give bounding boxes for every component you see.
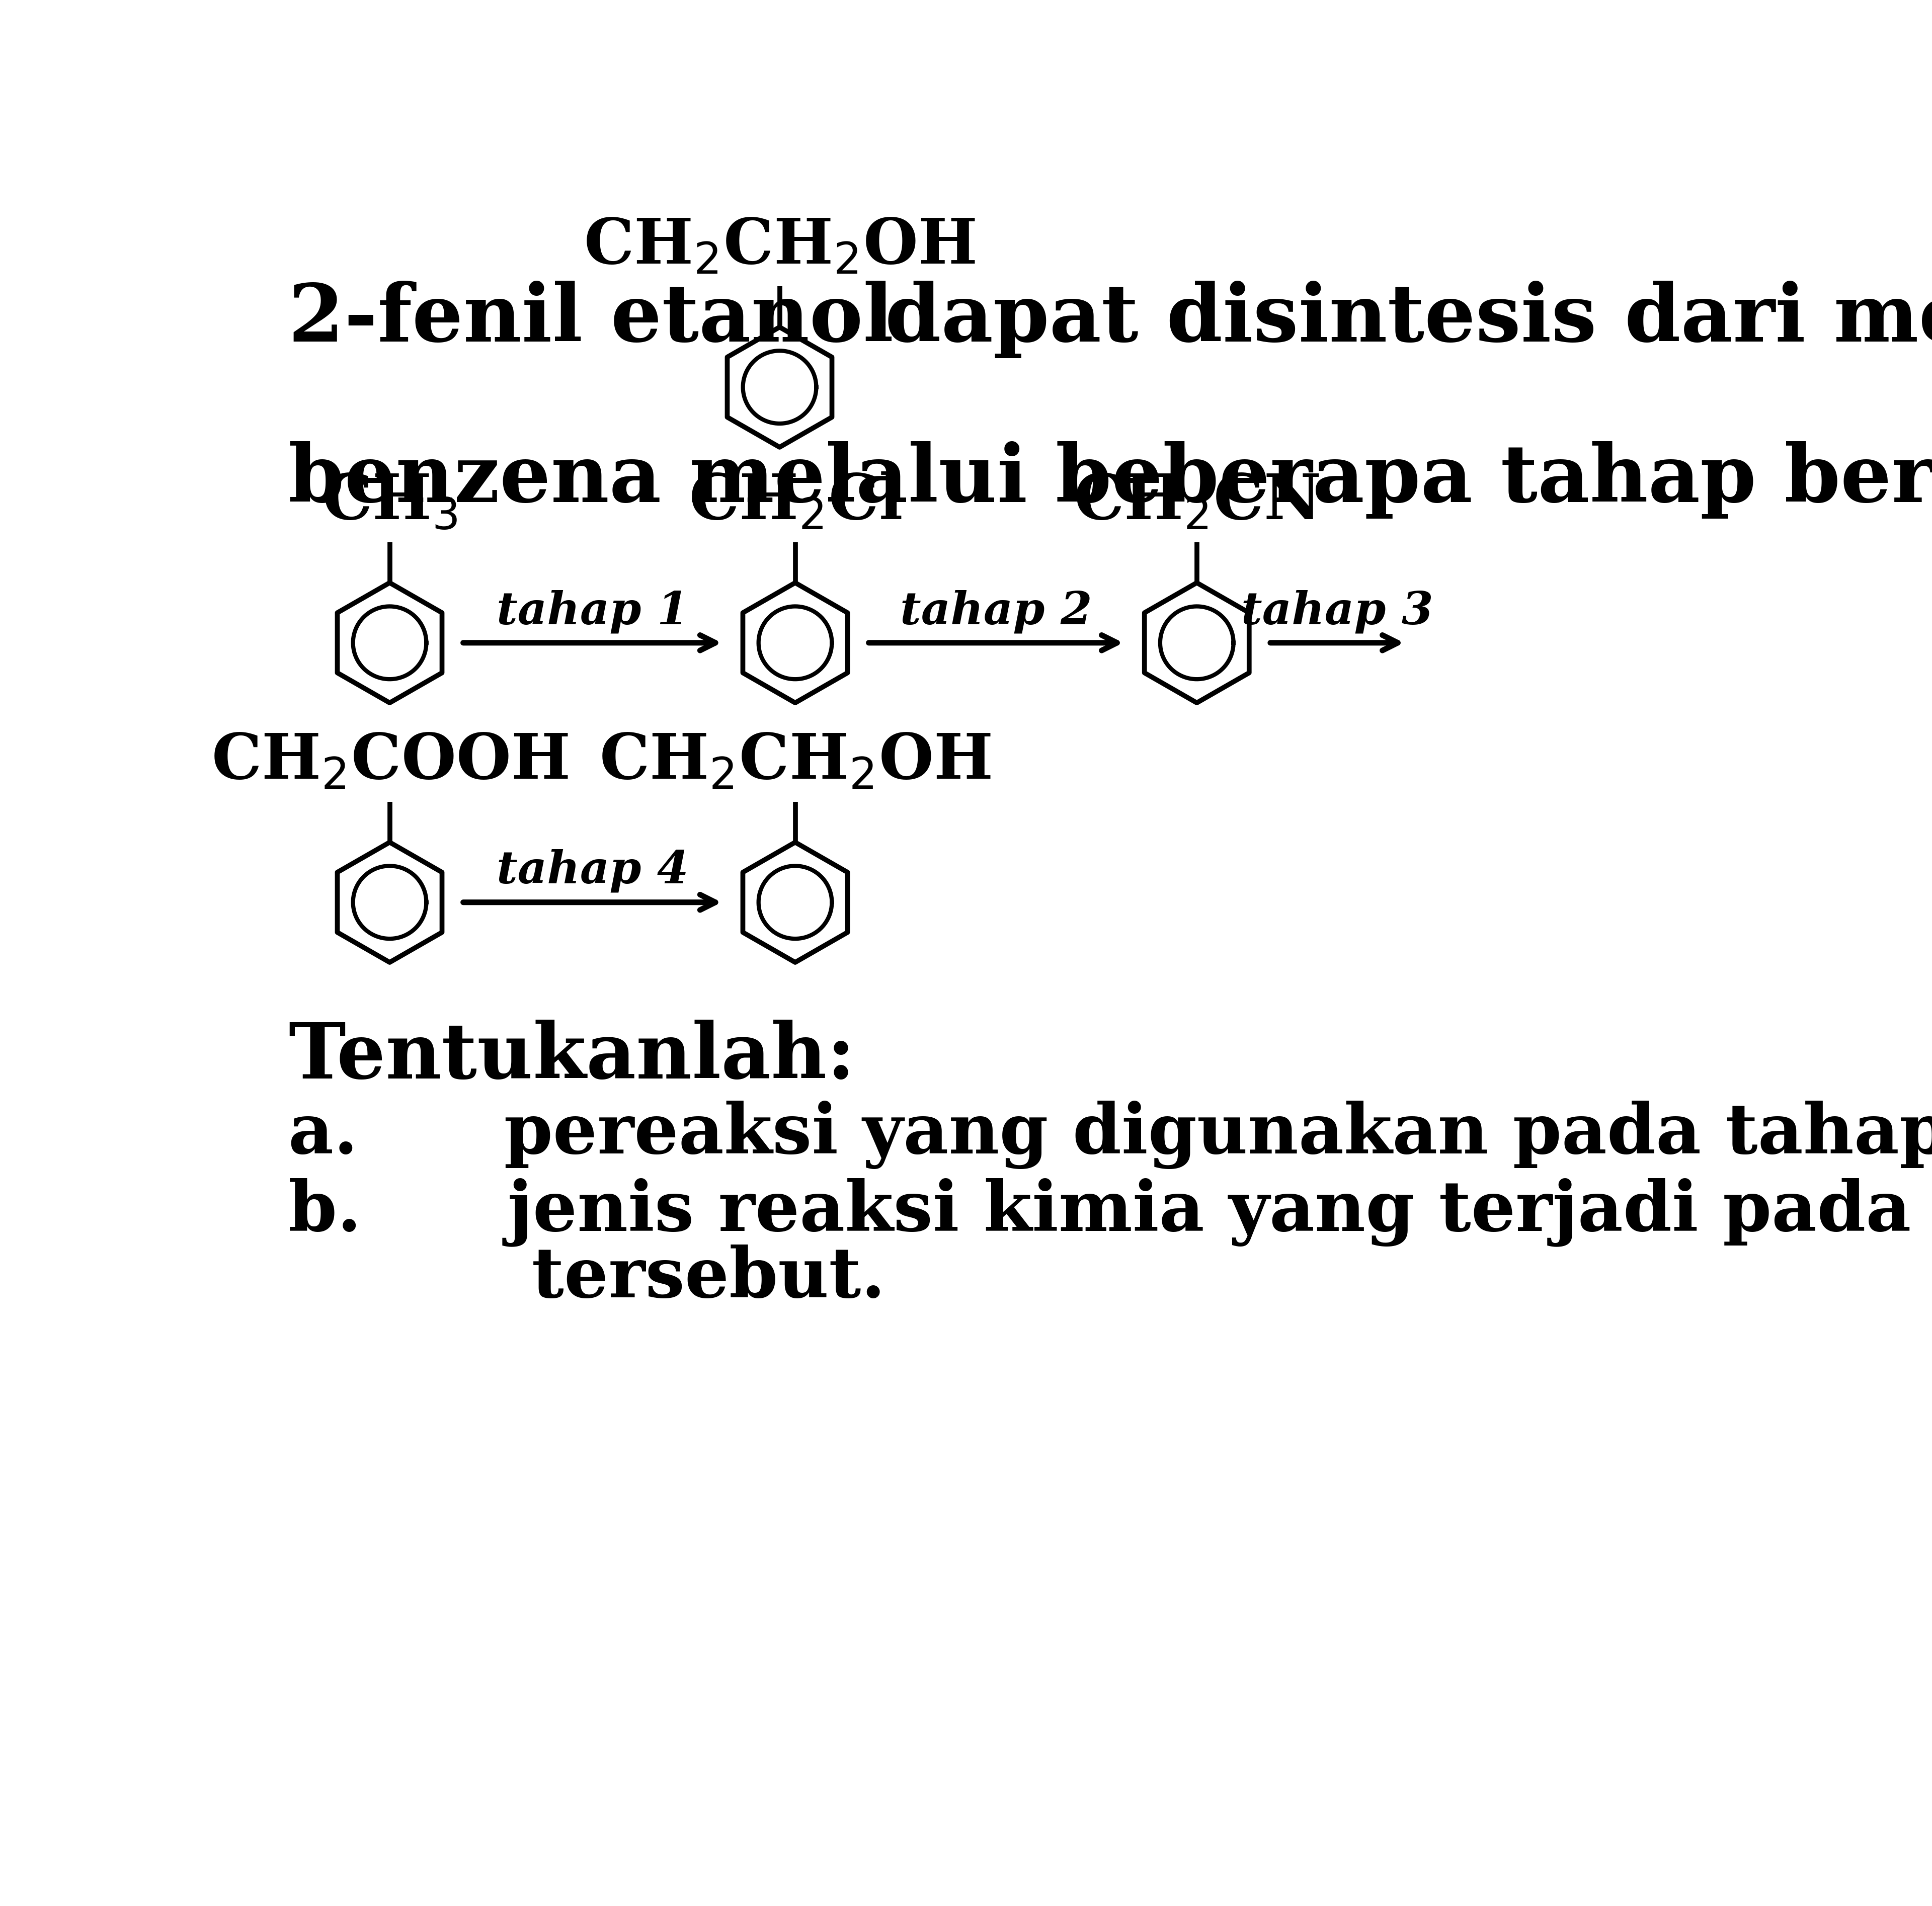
- Text: tahap 2: tahap 2: [900, 589, 1092, 633]
- Text: Tentukanlah:: Tentukanlah:: [288, 1020, 856, 1094]
- Text: benzena melalui beberapa tahap berikut.: benzena melalui beberapa tahap berikut.: [288, 442, 1932, 518]
- Text: b.      jenis reaksi kimia yang terjadi pada ke-4 tahap: b. jenis reaksi kimia yang terjadi pada …: [288, 1178, 1932, 1247]
- Text: tahap 4: tahap 4: [497, 848, 688, 892]
- Text: CH$_2$COOH: CH$_2$COOH: [211, 732, 568, 791]
- Text: dapat disintesis dari metil: dapat disintesis dari metil: [885, 280, 1932, 358]
- Text: 2-fenil etanol: 2-fenil etanol: [288, 280, 893, 358]
- Text: tahap 3: tahap 3: [1240, 589, 1434, 633]
- Text: CH$_2$CH$_2$OH: CH$_2$CH$_2$OH: [583, 215, 976, 276]
- Text: CH$_2$CN: CH$_2$CN: [1074, 471, 1320, 532]
- Text: tersebut.: tersebut.: [288, 1245, 885, 1311]
- Text: CH$_2$CH$_2$OH: CH$_2$CH$_2$OH: [599, 732, 991, 791]
- Text: a.      pereaksi yang digunakan pada tahap 1, 2, dan 3,: a. pereaksi yang digunakan pada tahap 1,…: [288, 1100, 1932, 1168]
- Text: CH$_3$: CH$_3$: [323, 471, 458, 532]
- Text: CH$_2$Cl: CH$_2$Cl: [688, 471, 902, 532]
- Text: tahap 1: tahap 1: [497, 589, 688, 633]
